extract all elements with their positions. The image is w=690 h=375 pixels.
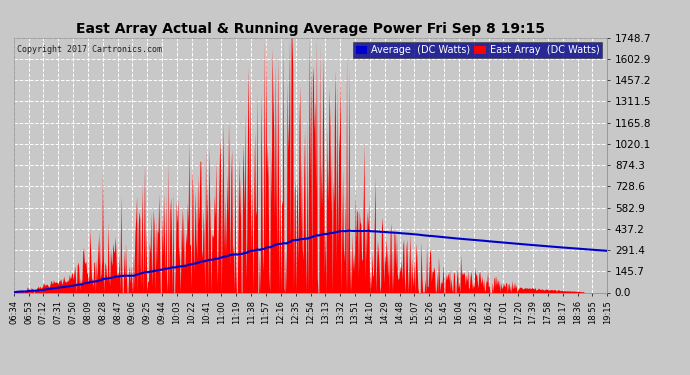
Legend: Average  (DC Watts), East Array  (DC Watts): Average (DC Watts), East Array (DC Watts… (353, 42, 602, 58)
Title: East Array Actual & Running Average Power Fri Sep 8 19:15: East Array Actual & Running Average Powe… (76, 22, 545, 36)
Text: Copyright 2017 Cartronics.com: Copyright 2017 Cartronics.com (17, 45, 161, 54)
